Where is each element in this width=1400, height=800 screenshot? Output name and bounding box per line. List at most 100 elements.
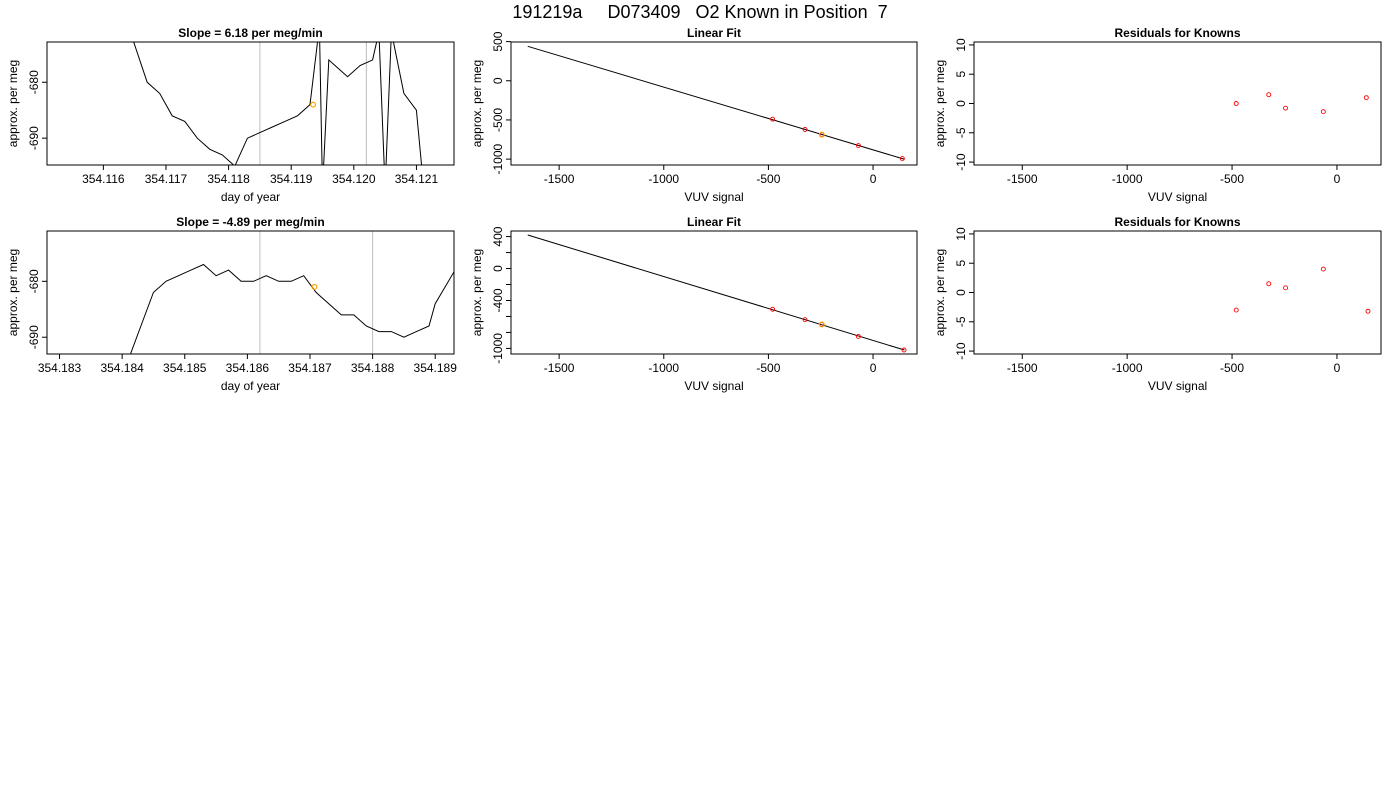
y-tick-label: -690 [27, 325, 41, 349]
x-tick-label: -500 [1220, 172, 1244, 186]
y-tick-label: 0 [954, 289, 968, 296]
x-tick-label: -1000 [1112, 172, 1143, 186]
data-point [802, 317, 808, 323]
panel-title: Linear Fit [687, 26, 741, 40]
panel-title: Linear Fit [687, 215, 741, 229]
fit-line [527, 234, 905, 351]
x-axis-label: VUV signal [1148, 379, 1207, 393]
plot-frame [46, 230, 455, 355]
y-axis-label: approx. per meg [933, 60, 947, 147]
data-point [770, 116, 776, 122]
x-tick-label: 354.118 [207, 172, 250, 186]
plot-area [527, 45, 905, 162]
data-point [1283, 105, 1288, 111]
plot-frame [973, 230, 1382, 355]
series-line [129, 263, 454, 354]
y-tick-label: -10 [954, 342, 968, 360]
chart-panel-r2-fit: -1500 -1000 -500 0 -1000 -400 0 400 Linear Fit VU… [470, 215, 918, 393]
y-tick-label: 5 [954, 260, 968, 267]
y-tick-label: -1000 [491, 333, 505, 364]
x-axis-label: day of year [221, 190, 280, 204]
y-axis-label: approx. per meg [6, 249, 20, 336]
data-point [1283, 285, 1288, 291]
x-tick-label: -500 [756, 172, 780, 186]
y-tick-label: 0 [954, 100, 968, 107]
data-point [1365, 308, 1371, 314]
data-point [1320, 109, 1326, 115]
x-tick-label: 354.119 [270, 172, 313, 186]
y-tick-label: 0 [491, 265, 505, 272]
x-tick-label: 0 [1334, 172, 1341, 186]
data-point [770, 306, 776, 312]
x-tick-label: -1000 [648, 361, 679, 375]
y-tick-label: 5 [954, 71, 968, 78]
data-point [1233, 101, 1239, 106]
data-point [1266, 92, 1272, 98]
plot-frame [973, 41, 1382, 166]
y-tick-label: -680 [27, 269, 41, 293]
plot-area [133, 42, 423, 165]
x-tick-label: -500 [756, 361, 780, 375]
y-tick-label: -500 [491, 108, 505, 132]
x-tick-label: 0 [1334, 361, 1341, 375]
chart-panel-r1-trace: 354.116 354.117 354.118 354.119 354.120 354.1… [6, 26, 455, 204]
highlight-point [818, 321, 825, 328]
plot-area [129, 231, 454, 354]
data-point [901, 347, 907, 353]
x-tick-label: 354.189 [414, 361, 458, 375]
x-tick-label: -1500 [1007, 172, 1038, 186]
x-tick-label: -1000 [648, 172, 679, 186]
chart-panel-r1-fit: -1500 -1000 -500 0 -1000 -500 0 500 Linear Fit VU… [470, 26, 918, 204]
y-axis-label: approx. per meg [470, 60, 484, 147]
x-tick-label: 354.186 [226, 361, 270, 375]
x-tick-label: -1500 [1007, 361, 1038, 375]
x-tick-label: 354.188 [351, 361, 395, 375]
y-tick-label: -5 [954, 316, 968, 327]
x-tick-label: -1500 [544, 361, 575, 375]
panel-title: Residuals for Knowns [1114, 26, 1240, 40]
x-axis-label: VUV signal [684, 190, 743, 204]
data-point [855, 143, 861, 149]
y-axis-label: approx. per meg [6, 60, 20, 147]
x-tick-label: 354.187 [288, 361, 332, 375]
highlight-point [818, 131, 825, 138]
data-point [855, 333, 861, 339]
plot-area [1233, 92, 1369, 115]
highlight-point [310, 101, 317, 108]
x-axis-label: day of year [221, 379, 280, 393]
x-tick-label: 0 [870, 172, 877, 186]
x-tick-label: 354.117 [145, 172, 188, 186]
x-tick-label: -500 [1220, 361, 1244, 375]
x-axis-label: VUV signal [684, 379, 743, 393]
data-point [899, 156, 905, 162]
x-tick-label: 0 [870, 361, 877, 375]
panel-title: Residuals for Knowns [1114, 215, 1240, 229]
y-axis-label: approx. per meg [470, 249, 484, 336]
x-tick-label: -1500 [544, 172, 575, 186]
panel-title: Slope = -4.89 per meg/min [176, 215, 324, 229]
plot-area [527, 234, 907, 353]
data-point [1363, 95, 1369, 101]
y-tick-label: -10 [954, 153, 968, 171]
data-point [1266, 281, 1272, 287]
y-tick-label: 500 [491, 31, 505, 51]
x-tick-label: -1000 [1112, 361, 1143, 375]
x-axis-label: VUV signal [1148, 190, 1207, 204]
y-tick-label: -5 [954, 127, 968, 138]
chart-panel-r1-resid: -1500 -1000 -500 0 -10 -5 0 5 10 Residuals for Kn… [933, 26, 1382, 204]
x-tick-label: 354.184 [100, 361, 144, 375]
y-tick-label: 10 [954, 38, 968, 52]
page-title: 191219a D073409 O2 Known in Position 7 [512, 2, 888, 22]
x-tick-label: 354.185 [163, 361, 207, 375]
plot-frame [510, 41, 918, 166]
y-tick-label: -680 [27, 70, 41, 94]
y-tick-label: 0 [491, 77, 505, 84]
chart-panel-r2-resid: -1500 -1000 -500 0 -10 -5 0 5 10 Residuals for Kn… [933, 215, 1382, 393]
plot-area [1233, 266, 1371, 314]
y-tick-label: -1000 [491, 143, 505, 174]
data-point [802, 127, 808, 132]
highlight-point [311, 283, 318, 290]
y-tick-label: 10 [954, 227, 968, 241]
x-tick-label: 354.116 [82, 172, 125, 186]
